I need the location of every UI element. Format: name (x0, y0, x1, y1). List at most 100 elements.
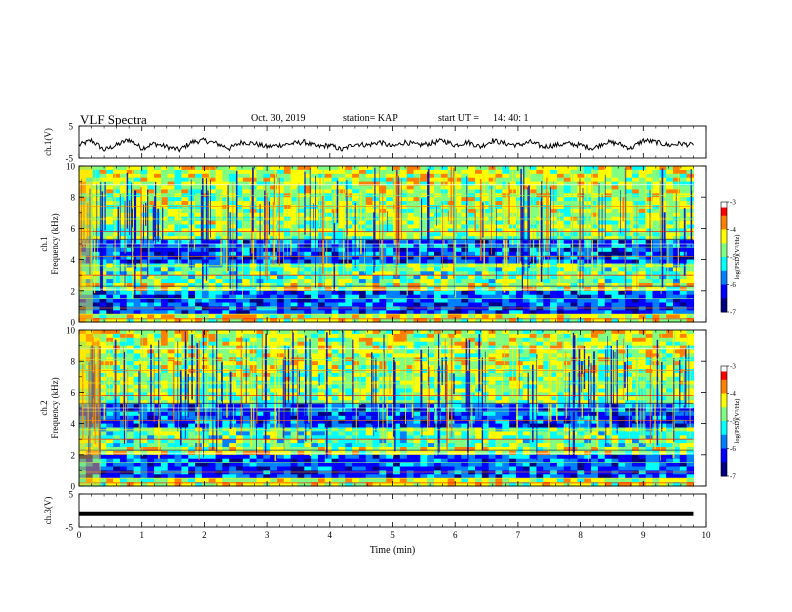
spectrogram-cell (488, 244, 497, 249)
spectrogram-cell (550, 177, 558, 183)
spectrogram-cell (652, 205, 660, 210)
spectrogram-cell (215, 251, 223, 257)
spectrogram-cell (188, 228, 196, 233)
spectrogram-cell (522, 290, 531, 296)
spectrogram-cell (556, 302, 565, 307)
spectrogram-cell (522, 208, 531, 214)
spectrogram-cell (133, 349, 142, 354)
spectrogram-cell (201, 197, 210, 202)
spectrogram-cell (632, 201, 640, 206)
spectrogram-cell (167, 177, 176, 183)
spectrogram-cell (174, 466, 183, 471)
spectrogram-cell (399, 240, 408, 245)
spectrogram-cell (119, 435, 128, 440)
spectrogram-cell (570, 197, 578, 202)
spectrogram-cell (290, 166, 299, 171)
spectrogram-cell (147, 330, 155, 335)
spectrogram-cell (304, 181, 312, 187)
spectrogram-cell (481, 220, 490, 226)
spectrogram-cell (304, 166, 312, 171)
spectrogram-cell (236, 271, 244, 276)
spectrogram-cell (113, 271, 121, 276)
spectrogram-cell (236, 185, 244, 190)
spectrogram-cell (372, 201, 381, 206)
spectrogram-cell (147, 435, 155, 440)
spectrogram-cell (208, 474, 217, 479)
spectrogram-cell (133, 392, 142, 397)
spectrogram-cell (174, 439, 183, 444)
spectrogram-cell (304, 255, 312, 261)
spectrogram-cell (85, 474, 94, 479)
spectrogram-cell (92, 365, 101, 370)
spectrogram-cell (591, 228, 599, 233)
spectrogram-cell (126, 376, 135, 382)
spectrogram-cell (106, 482, 114, 487)
spectrogram-cell (126, 212, 135, 218)
colorbar-swatch (721, 298, 727, 302)
spectrogram-cell (154, 333, 162, 339)
spectrogram-cell (399, 294, 408, 300)
spectrogram-cell (399, 201, 408, 206)
spectrogram-cell (92, 400, 101, 405)
spectrogram-cell (345, 240, 353, 245)
spectrogram-cell (79, 244, 87, 249)
spectrogram-cell (126, 166, 135, 171)
spectrogram-cell (488, 283, 497, 288)
colorbar-swatch (721, 281, 727, 285)
spectrogram-cell (113, 369, 121, 374)
spectrogram-cell (666, 302, 674, 307)
spectrogram-cell (645, 205, 654, 210)
spectrogram-cell (461, 244, 469, 249)
spectrogram-cell (154, 384, 162, 390)
spectrogram-cell (317, 302, 326, 307)
spectrogram-cell (208, 470, 217, 475)
spectrogram-cell (236, 247, 244, 253)
spectrogram-cell (154, 318, 162, 323)
spectrogram-cell (454, 197, 462, 202)
spectrogram-cell (126, 306, 135, 311)
spectrogram-cell (638, 220, 647, 226)
spectrogram-cell (638, 302, 647, 307)
spectrogram-cell (406, 244, 415, 249)
spectrogram-cell (222, 271, 230, 276)
spectrogram-cell (297, 244, 305, 249)
spectrogram-cell (215, 220, 223, 226)
spectrogram-cell (556, 255, 565, 261)
spectrogram-cell (611, 212, 619, 218)
spectrogram-cell (174, 458, 183, 464)
spectrogram-cell (666, 314, 674, 319)
colorbar-swatch (721, 246, 727, 250)
spectrogram-cell (85, 310, 94, 315)
ch1-spectrogram-sferics (78, 166, 693, 299)
spectrogram-cell (160, 224, 169, 229)
spectrogram-cell (154, 166, 162, 171)
spectrogram-cell (556, 236, 565, 241)
spectrogram-cell (79, 201, 87, 206)
spectrogram-cell (79, 247, 87, 253)
spectrogram-cell (147, 478, 155, 483)
spectrogram-cell (461, 302, 469, 307)
spectrogram-cell (174, 279, 183, 284)
spectrogram-cell (113, 470, 121, 475)
spectrogram-cell (99, 169, 107, 175)
spectrogram-cell (249, 294, 258, 300)
spectrogram-cell (160, 181, 169, 187)
spectrogram-cell (188, 275, 196, 280)
spectrogram-cell (522, 302, 531, 307)
spectrogram-cell (468, 220, 476, 226)
spectrogram-cell (147, 244, 155, 249)
spectrogram-cell (427, 259, 435, 265)
spectrogram-cell (174, 447, 183, 452)
spectrogram-cell (502, 310, 510, 315)
spectrogram-cell (420, 189, 428, 194)
spectrogram-cell (222, 166, 230, 171)
spectrogram-cell (126, 298, 135, 304)
spectrogram-cell (597, 247, 606, 253)
spectrogram-cell (679, 236, 688, 241)
spectrogram-cell (126, 396, 135, 401)
spectrogram-cell (625, 275, 633, 280)
spectrogram-cell (372, 208, 381, 214)
spectrogram-cell (311, 267, 319, 272)
spectrogram-cell (659, 318, 667, 323)
spectrogram-cell (297, 185, 305, 190)
